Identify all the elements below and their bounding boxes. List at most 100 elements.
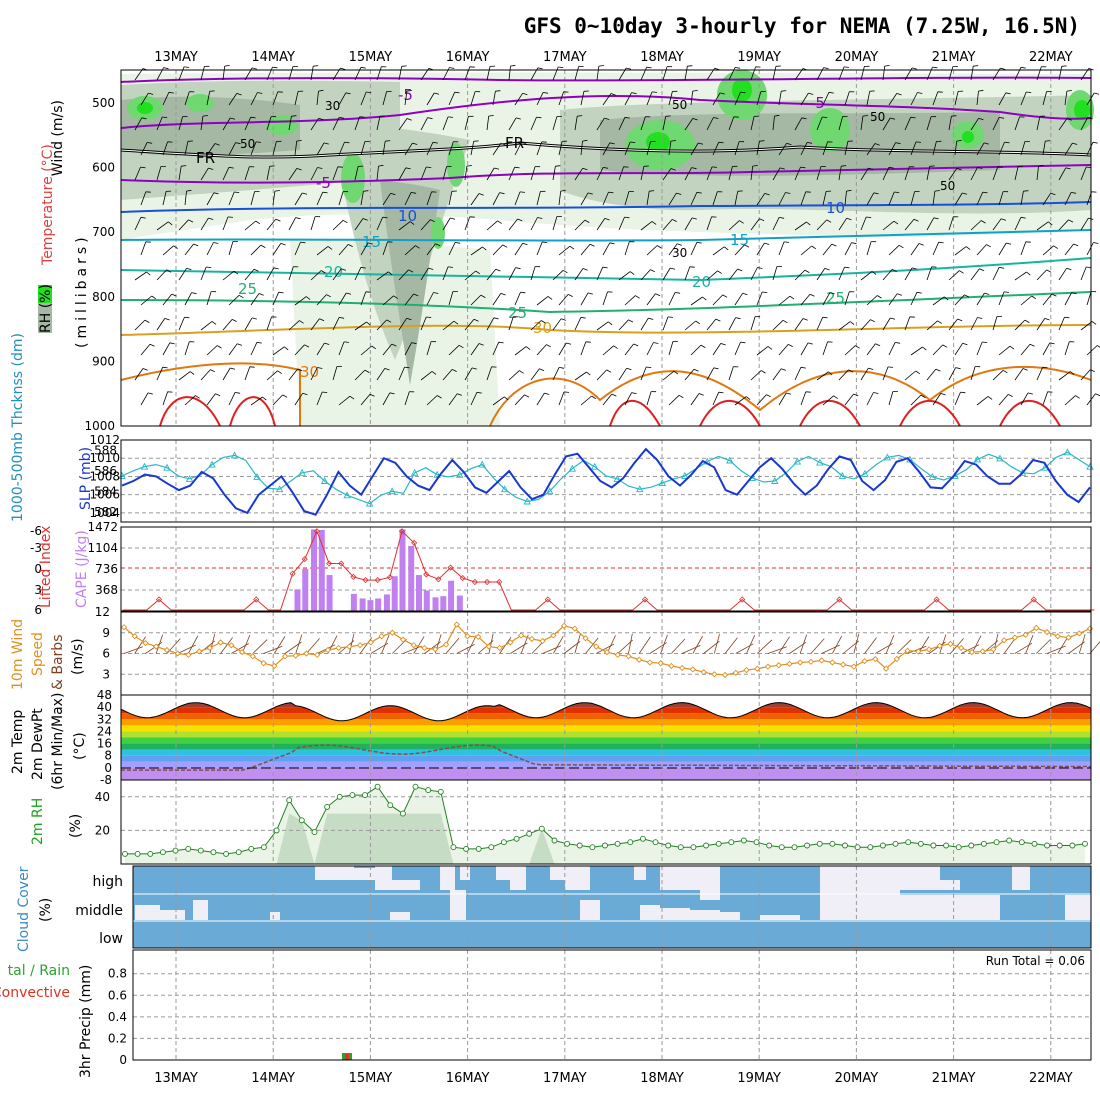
wind-barb bbox=[1058, 66, 1063, 81]
wind-barb-flag bbox=[892, 269, 897, 272]
wind-barb bbox=[442, 369, 453, 381]
wind-barb bbox=[976, 142, 985, 156]
wind-barb bbox=[332, 166, 339, 181]
wind-barb-flag bbox=[1094, 92, 1100, 95]
date-label: 21MAY bbox=[932, 50, 976, 65]
wind-barb bbox=[728, 317, 736, 331]
wind-barb bbox=[618, 368, 627, 381]
wind-barb-flag bbox=[427, 117, 433, 120]
wind-marker bbox=[560, 622, 568, 629]
wind-barb-flag bbox=[613, 345, 618, 349]
cape-bar bbox=[375, 598, 382, 611]
wind-barb bbox=[888, 293, 898, 306]
wind-barb bbox=[464, 116, 469, 131]
thickness-marker bbox=[771, 477, 779, 484]
wind-barb bbox=[486, 366, 492, 381]
wind-barb bbox=[822, 243, 833, 256]
wind-barb bbox=[778, 91, 782, 106]
wind-barb bbox=[904, 370, 916, 381]
wind-barb-flag bbox=[478, 343, 484, 346]
bottom-date-labels: 13MAY 14MAY 15MAY 16MAY 17MAY 18MAY 19MAY 20MAY… bbox=[154, 1071, 1072, 1086]
wind-barb bbox=[162, 245, 174, 256]
wind-barb-flag bbox=[237, 343, 243, 346]
wind-barb bbox=[558, 141, 563, 156]
wind-barb bbox=[772, 368, 782, 381]
wind-barb-flag bbox=[435, 243, 441, 247]
wind-barb bbox=[376, 166, 379, 181]
wind-barb-flag bbox=[670, 267, 676, 270]
wind-barb-flag bbox=[713, 117, 719, 119]
wind-barb-flag bbox=[1002, 369, 1008, 374]
wind-barb-flag bbox=[536, 116, 542, 119]
wind-barb-flag bbox=[193, 243, 199, 247]
wind-barb-flag bbox=[391, 343, 397, 347]
wind-barb-flag bbox=[740, 91, 746, 94]
wind-barb bbox=[420, 117, 428, 131]
wind-barb-flag bbox=[1053, 245, 1058, 249]
wind-barb bbox=[596, 267, 604, 281]
wind-barb bbox=[844, 345, 856, 356]
thickness-marker bbox=[681, 471, 689, 479]
thickness-marker bbox=[320, 477, 329, 484]
wind-barb-flag bbox=[846, 189, 852, 192]
wind-marker bbox=[764, 663, 772, 670]
wind-barb-flag bbox=[297, 368, 303, 372]
wind-barb-flag bbox=[735, 317, 741, 320]
wind-marker bbox=[754, 665, 761, 672]
wind-barb bbox=[398, 318, 407, 331]
wind-barb bbox=[794, 166, 801, 181]
wind-barb bbox=[492, 396, 505, 406]
wind-barb bbox=[1064, 142, 1073, 156]
wind-barb bbox=[470, 91, 476, 106]
wind-barb-flag bbox=[1092, 141, 1098, 144]
wind-barb-flag bbox=[480, 294, 486, 298]
wind-barb-flag bbox=[700, 344, 706, 348]
wind-barb bbox=[992, 267, 1000, 281]
isotherm-label: 25 bbox=[238, 280, 257, 298]
wind-barb bbox=[316, 246, 329, 256]
wind-barb-flag bbox=[319, 318, 325, 322]
rh-marker bbox=[791, 844, 798, 851]
wind-barb-flag bbox=[649, 190, 655, 192]
wind-barb bbox=[954, 192, 963, 206]
wind-barb bbox=[1036, 116, 1041, 131]
wind-barb bbox=[448, 191, 453, 206]
surface-barb bbox=[188, 635, 199, 654]
wind-barb bbox=[404, 245, 416, 256]
wind-barb-flag bbox=[140, 216, 146, 219]
surface-barb bbox=[939, 634, 947, 654]
wind-barb bbox=[1020, 91, 1027, 106]
wind-barb bbox=[794, 117, 803, 131]
wind-barb bbox=[904, 219, 915, 231]
wind-barb bbox=[1014, 271, 1027, 281]
wind-barb bbox=[1058, 167, 1067, 181]
wind-barb bbox=[1042, 293, 1053, 306]
wind-barb-flag bbox=[1029, 343, 1035, 347]
wind-barb bbox=[624, 343, 634, 356]
wind-barb bbox=[844, 393, 854, 406]
wind-barb-flag bbox=[611, 393, 617, 397]
wind-barb-flag bbox=[186, 267, 192, 271]
y-tick-label: -6 bbox=[30, 524, 42, 538]
thickness-marker bbox=[883, 453, 892, 461]
wind-barb-flag bbox=[1027, 392, 1033, 395]
wind-barb bbox=[954, 343, 963, 356]
wind-barb bbox=[822, 141, 828, 156]
wind-barb bbox=[1058, 219, 1069, 231]
wind-barb-flag bbox=[497, 220, 502, 224]
wind-barb bbox=[778, 344, 789, 356]
wind-barb bbox=[470, 343, 480, 356]
wind-barb-flag bbox=[426, 316, 432, 318]
rh-marker bbox=[993, 839, 1000, 846]
wind-barb bbox=[1042, 391, 1048, 406]
wind-barb bbox=[860, 216, 867, 231]
wind-barb bbox=[904, 117, 912, 131]
y-tick-label: 1006 bbox=[89, 488, 120, 502]
wind-barb-flag bbox=[960, 391, 966, 394]
wind-marker bbox=[861, 657, 868, 665]
wind-barb bbox=[508, 167, 516, 181]
wind-barb bbox=[684, 217, 693, 231]
wind-barb-flag bbox=[977, 167, 983, 169]
wind-barb bbox=[882, 117, 891, 131]
surface-barb bbox=[756, 639, 773, 654]
